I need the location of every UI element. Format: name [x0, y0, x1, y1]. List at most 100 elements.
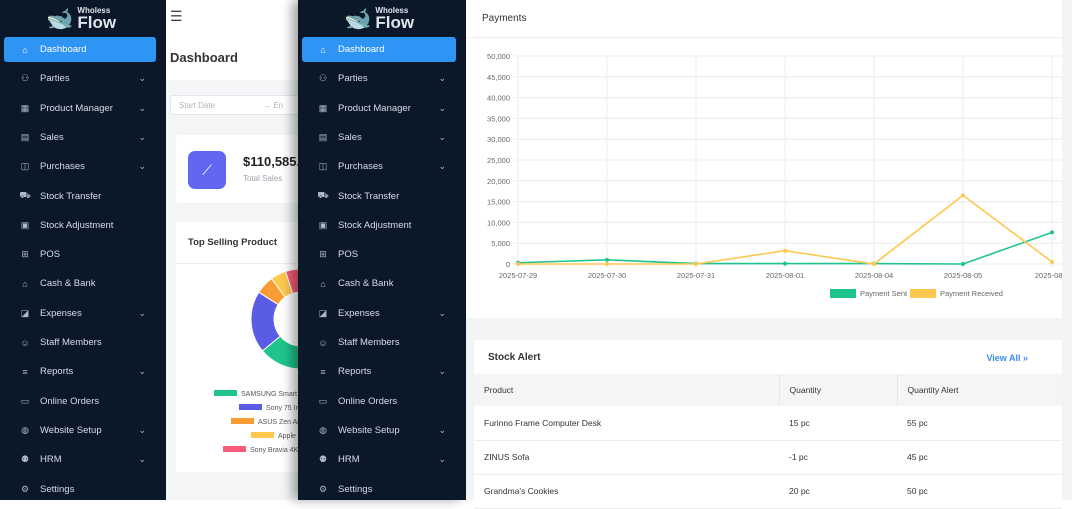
sidebar-item-cash-bank[interactable]: ⌂ Cash & Bank: [4, 271, 156, 296]
legend-swatch: [830, 289, 856, 298]
sidebar-item-pos[interactable]: ⊞ POS: [4, 242, 156, 267]
legend-label: Payment Sent: [860, 289, 908, 298]
sidebar-item-website-setup[interactable]: ◍ Website Setup ⌄: [302, 418, 456, 443]
chevron-down-icon: ⌄: [438, 424, 446, 435]
donut-slice[interactable]: [261, 269, 300, 370]
start-date-placeholder: Start Date: [179, 101, 216, 110]
legend-label: SAMSUNG Smart T: [241, 391, 300, 398]
page-title: Dashboard: [158, 38, 300, 80]
calculator-icon: ▤: [318, 131, 328, 142]
cell-quantity: 15 pc: [779, 406, 897, 441]
legend-label: Sony 75 Inc: [266, 405, 300, 412]
chevron-down-icon: ⌄: [138, 161, 146, 172]
sidebar-item-purchases[interactable]: ◫ Purchases ⌄: [4, 154, 156, 179]
sidebar-item-label: Dashboard: [338, 44, 385, 55]
payments-card: Payments 0 5,000 10,000 15,000 20,000 25,000 3…: [466, 0, 1069, 318]
x-tick-label: 2025-08-04: [855, 271, 893, 280]
column-header-product: Product: [474, 374, 779, 406]
sidebar-item-label: Purchases: [40, 161, 85, 173]
legend-swatch: [910, 289, 936, 298]
sidebar-item-expenses[interactable]: ◪ Expenses ⌄: [302, 301, 456, 326]
users-icon: ⚇: [20, 73, 30, 84]
sidebar-item-sales[interactable]: ▤ Sales ⌄: [302, 125, 456, 150]
total-sales-label: Total Sales: [243, 174, 283, 183]
sidebar-item-label: Online Orders: [40, 395, 100, 407]
chevron-down-icon: ⌄: [438, 307, 446, 318]
chevron-down-icon: ⌄: [138, 307, 146, 318]
data-point[interactable]: [1050, 259, 1054, 264]
sidebar-item-hrm[interactable]: ⚉ HRM ⌄: [4, 447, 156, 472]
sidebar-item-cash-bank[interactable]: ⌂ Cash & Bank: [302, 271, 456, 296]
data-point[interactable]: [1050, 230, 1054, 235]
brand-name: Flow: [375, 13, 415, 32]
data-point[interactable]: [872, 262, 876, 266]
sidebar-item-stock-transfer[interactable]: ⛟ Stock Transfer: [302, 184, 456, 209]
sidebar-item-label: Stock Transfer: [338, 190, 400, 202]
sidebar-item-reports[interactable]: ≡ Reports ⌄: [4, 359, 156, 384]
data-point[interactable]: [783, 248, 787, 253]
cell-quantity-alert: 55 pc: [897, 406, 1062, 441]
sidebar-item-stock-adjustment[interactable]: ▣ Stock Adjustment: [4, 213, 156, 238]
sidebar-item-dashboard[interactable]: ⌂ Dashboard: [4, 37, 156, 62]
arrow-icon: →: [263, 101, 272, 110]
home-icon: ⌂: [320, 44, 326, 55]
chart-line-icon: ⟋: [188, 151, 226, 189]
end-date-placeholder: En: [273, 101, 284, 110]
donut-slice[interactable]: [284, 268, 300, 294]
data-point[interactable]: [516, 262, 520, 266]
sidebar-item-staff-members[interactable]: ☺ Staff Members: [4, 330, 156, 355]
x-tick-label: 2025-07-30: [588, 271, 626, 280]
chevron-down-icon: ⌄: [138, 424, 146, 435]
people-icon: ⚉: [20, 454, 30, 465]
data-point[interactable]: [783, 261, 787, 266]
wallet-icon: ◪: [20, 307, 30, 318]
view-all-link[interactable]: View All »: [986, 353, 1028, 363]
cell-quantity-alert: 50 pc: [897, 474, 1062, 509]
sidebar-item-stock-adjustment[interactable]: ▣ Stock Adjustment: [302, 213, 456, 238]
sidebar-item-product-manager[interactable]: ▦ Product Manager ⌄: [4, 96, 156, 121]
legend-swatch: [214, 390, 237, 396]
sidebar-item-label: Dashboard: [40, 44, 87, 55]
sidebar-item-parties[interactable]: ⚇ Parties ⌄: [302, 66, 456, 91]
sidebar-item-purchases[interactable]: ◫ Purchases ⌄: [302, 154, 456, 179]
sidebar-item-hrm[interactable]: ⚉ HRM ⌄: [302, 447, 456, 472]
sidebar-item-online-orders[interactable]: ▭ Online Orders: [302, 389, 456, 414]
sidebar-item-dashboard[interactable]: ⌂ Dashboard: [302, 37, 456, 62]
pos-icon: ⊞: [319, 249, 327, 260]
sidebar-item-pos[interactable]: ⊞ POS: [302, 242, 456, 267]
chevron-down-icon: ⌄: [138, 454, 146, 465]
sidebar-item-expenses[interactable]: ◪ Expenses ⌄: [4, 301, 156, 326]
data-point[interactable]: [961, 193, 965, 198]
data-point[interactable]: [694, 262, 698, 266]
chevron-down-icon: ⌄: [438, 454, 446, 465]
sidebar-item-staff-members[interactable]: ☺ Staff Members: [302, 330, 456, 355]
x-tick-label: 2025-07-31: [677, 271, 715, 280]
date-range-input[interactable]: Start Date → En: [170, 95, 300, 115]
sidebar-item-website-setup[interactable]: ◍ Website Setup ⌄: [4, 418, 156, 443]
legend-label: Sony Bravia 4K U: [250, 447, 300, 454]
legend-swatch: [231, 418, 254, 424]
sidebar-item-product-manager[interactable]: ▦ Product Manager ⌄: [302, 96, 456, 121]
sidebar-item-settings[interactable]: ⚙ Settings: [302, 477, 456, 501]
data-point[interactable]: [605, 262, 609, 266]
sidebar-item-reports[interactable]: ≡ Reports ⌄: [302, 359, 456, 384]
table-row: Grandma's Cookies 20 pc 50 pc: [474, 474, 1062, 509]
sidebar-item-online-orders[interactable]: ▭ Online Orders: [4, 389, 156, 414]
table-row: Furinno Frame Computer Desk 15 pc 55 pc: [474, 406, 1062, 441]
menu-icon[interactable]: ☰: [170, 8, 183, 24]
sidebar-item-parties[interactable]: ⚇ Parties ⌄: [4, 66, 156, 91]
sidebar-item-settings[interactable]: ⚙ Settings: [4, 477, 156, 501]
sidebar-item-label: Parties: [338, 73, 368, 85]
sidebar-item-stock-transfer[interactable]: ⛟ Stock Transfer: [4, 184, 156, 209]
chevron-down-icon: ⌄: [138, 131, 146, 142]
gear-icon: ⚙: [20, 483, 30, 494]
brand-name-small: Wholess: [375, 6, 409, 15]
sidebar-item-label: Settings: [338, 483, 373, 495]
bank-icon: ⌂: [320, 278, 326, 289]
sidebar-item-sales[interactable]: ▤ Sales ⌄: [4, 125, 156, 150]
view-all-label: View All: [986, 353, 1021, 363]
cell-quantity: 20 pc: [779, 474, 897, 509]
data-point[interactable]: [605, 257, 609, 262]
sidebar-item-label: Website Setup: [40, 424, 102, 436]
data-point[interactable]: [961, 262, 965, 266]
